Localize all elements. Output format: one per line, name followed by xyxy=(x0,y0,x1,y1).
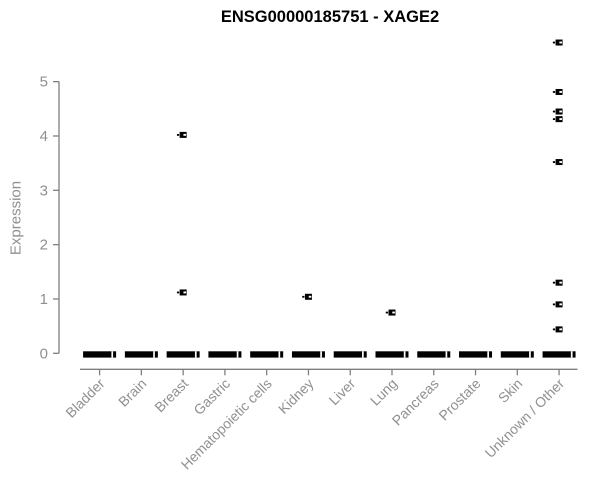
zero-bar-median-slit xyxy=(194,351,197,358)
category-label: Skin xyxy=(495,375,526,406)
y-tick-label: 4 xyxy=(40,128,48,145)
chart-title: ENSG00000185751 - XAGE2 xyxy=(220,8,440,26)
y-axis-title: Expression xyxy=(7,180,25,256)
data-point-slit xyxy=(559,161,562,163)
zero-expression-bar xyxy=(291,351,325,358)
data-point-left-tick xyxy=(176,291,180,294)
data-point xyxy=(555,39,563,46)
y-tick-label: 2 xyxy=(40,237,48,254)
zero-expression-bar xyxy=(124,351,158,358)
data-point-left-tick xyxy=(552,118,556,121)
category-label: Kidney xyxy=(275,375,317,417)
category-label: Unknown / Other xyxy=(482,375,568,461)
data-point xyxy=(555,326,563,333)
data-point-slit xyxy=(559,281,562,284)
data-point-left-tick xyxy=(552,161,556,163)
data-point-slit xyxy=(559,118,562,121)
zero-bar-median-slit xyxy=(403,351,406,358)
zero-bar-median-slit xyxy=(570,351,573,358)
y-tick-label: 1 xyxy=(40,291,48,308)
zero-expression-bar xyxy=(500,351,534,358)
zero-expression-bar xyxy=(83,351,117,358)
category-label: Liver xyxy=(326,375,359,408)
data-point-slit xyxy=(183,291,187,294)
zero-expression-bar xyxy=(542,351,576,358)
y-tick-label: 0 xyxy=(40,345,48,362)
data-point xyxy=(179,289,187,296)
category-label: Bladder xyxy=(62,375,108,421)
zero-expression-bar xyxy=(333,351,367,358)
data-point-slit xyxy=(308,295,312,298)
category-label: Breast xyxy=(151,375,191,415)
category-label: Lung xyxy=(367,375,400,408)
zero-bar-median-slit xyxy=(111,351,114,358)
data-point-left-tick xyxy=(552,110,556,113)
data-point-left-tick xyxy=(552,41,556,44)
zero-bar-median-slit xyxy=(487,351,490,358)
data-point xyxy=(555,279,563,286)
zero-bar-median-slit xyxy=(445,351,448,358)
data-point-left-tick xyxy=(552,303,556,306)
data-point-left-tick xyxy=(176,133,180,136)
zero-expression-bar xyxy=(459,351,493,358)
data-point-left-tick xyxy=(552,281,556,284)
category-label: Brain xyxy=(115,375,149,409)
category-label: Prostate xyxy=(435,375,483,423)
zero-expression-bar xyxy=(375,351,409,358)
data-point xyxy=(179,131,187,138)
data-point xyxy=(555,159,563,166)
data-point-slit xyxy=(559,90,562,93)
data-point-left-tick xyxy=(552,91,556,93)
y-tick-label: 5 xyxy=(40,74,48,91)
zero-bar-median-slit xyxy=(236,351,239,358)
data-point xyxy=(555,301,563,308)
data-point-slit xyxy=(559,328,562,331)
data-point xyxy=(555,116,563,123)
zero-expression-bar xyxy=(250,351,284,358)
data-point xyxy=(304,293,312,300)
data-point-left-tick xyxy=(302,295,305,298)
data-point-slit xyxy=(392,311,395,314)
data-point-slit xyxy=(559,303,562,306)
data-point-left-tick xyxy=(552,328,556,331)
data-point-slit xyxy=(183,133,187,136)
zero-expression-bar xyxy=(166,351,200,358)
zero-bar-median-slit xyxy=(278,351,281,358)
data-point-left-tick xyxy=(385,311,388,314)
data-point xyxy=(555,108,563,115)
data-point-slit xyxy=(559,41,562,44)
zero-bar-median-slit xyxy=(362,351,364,358)
zero-bar-median-slit xyxy=(529,351,531,358)
zero-bar-median-slit xyxy=(320,351,322,358)
data-point-slit xyxy=(559,110,562,113)
zero-bar-median-slit xyxy=(153,351,155,358)
zero-expression-bar xyxy=(417,351,451,358)
data-point xyxy=(388,309,396,316)
y-tick-label: 3 xyxy=(40,182,48,199)
zero-expression-bar xyxy=(208,351,242,358)
data-point xyxy=(555,88,563,95)
